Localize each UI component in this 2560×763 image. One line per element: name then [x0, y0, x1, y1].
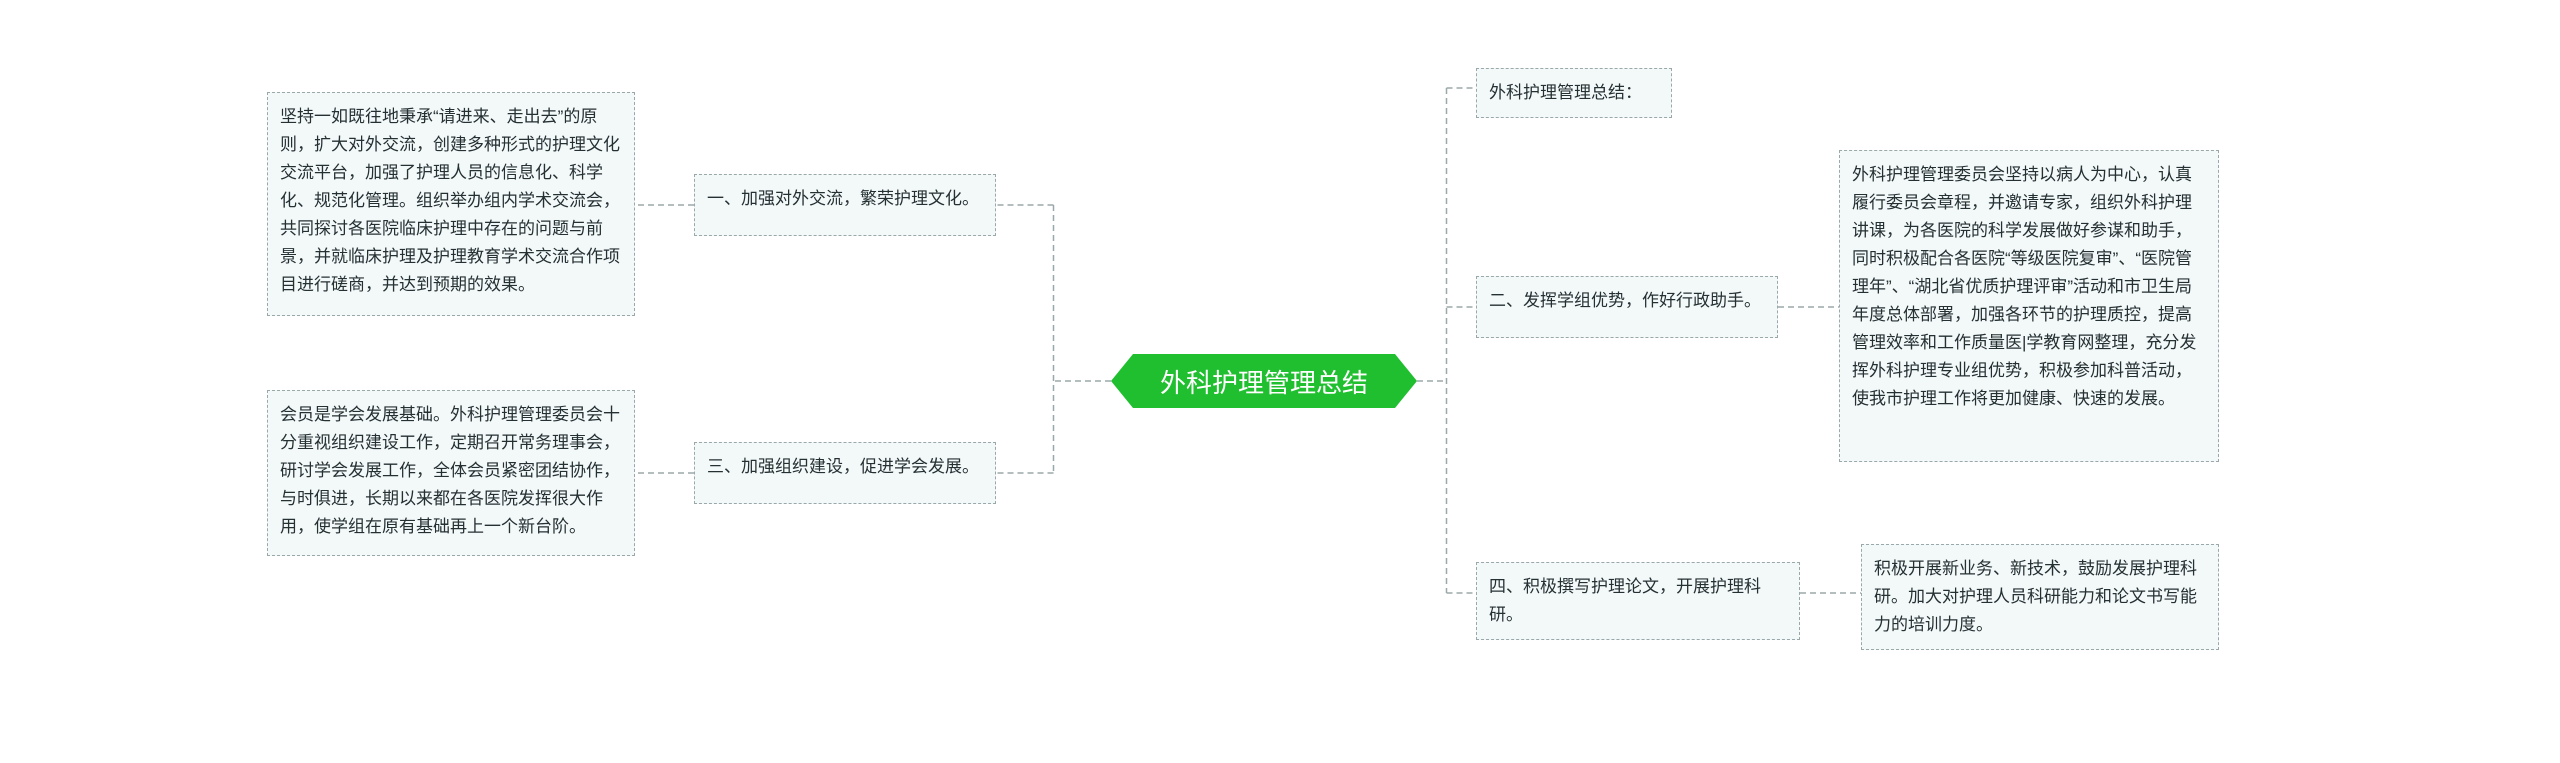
- branch-R0: 外科护理管理总结：: [1476, 68, 1672, 118]
- branch-R4: 四、积极撰写护理论文，开展护理科研。: [1476, 562, 1800, 640]
- branch-R4-label: 四、积极撰写护理论文，开展护理科研。: [1489, 577, 1761, 624]
- detail-R4: 积极开展新业务、新技术，鼓励发展护理科研。加大对护理人员科研能力和论文书写能力的…: [1861, 544, 2219, 650]
- center-node: 外科护理管理总结: [1133, 354, 1395, 408]
- detail-L3-text: 会员是学会发展基础。外科护理管理委员会十分重视组织建设工作，定期召开常务理事会，…: [280, 405, 620, 536]
- branch-R2: 二、发挥学组优势，作好行政助手。: [1476, 276, 1778, 338]
- branch-R2-label: 二、发挥学组优势，作好行政助手。: [1489, 291, 1761, 310]
- detail-L3: 会员是学会发展基础。外科护理管理委员会十分重视组织建设工作，定期召开常务理事会，…: [267, 390, 635, 556]
- branch-L3: 三、加强组织建设，促进学会发展。: [694, 442, 996, 504]
- detail-R2-text: 外科护理管理委员会坚持以病人为中心，认真履行委员会章程，并邀请专家，组织外科护理…: [1852, 165, 2196, 408]
- branch-R0-label: 外科护理管理总结：: [1489, 83, 1642, 102]
- detail-L1: 坚持一如既往地秉承“请进来、走出去”的原则，扩大对外交流，创建多种形式的护理文化…: [267, 92, 635, 316]
- branch-L1: 一、加强对外交流，繁荣护理文化。: [694, 174, 996, 236]
- detail-R2: 外科护理管理委员会坚持以病人为中心，认真履行委员会章程，并邀请专家，组织外科护理…: [1839, 150, 2219, 462]
- detail-L1-text: 坚持一如既往地秉承“请进来、走出去”的原则，扩大对外交流，创建多种形式的护理文化…: [280, 107, 620, 294]
- branch-L3-label: 三、加强组织建设，促进学会发展。: [707, 457, 979, 476]
- center-node-label: 外科护理管理总结: [1160, 363, 1368, 400]
- detail-R4-text: 积极开展新业务、新技术，鼓励发展护理科研。加大对护理人员科研能力和论文书写能力的…: [1874, 559, 2197, 634]
- branch-L1-label: 一、加强对外交流，繁荣护理文化。: [707, 189, 979, 208]
